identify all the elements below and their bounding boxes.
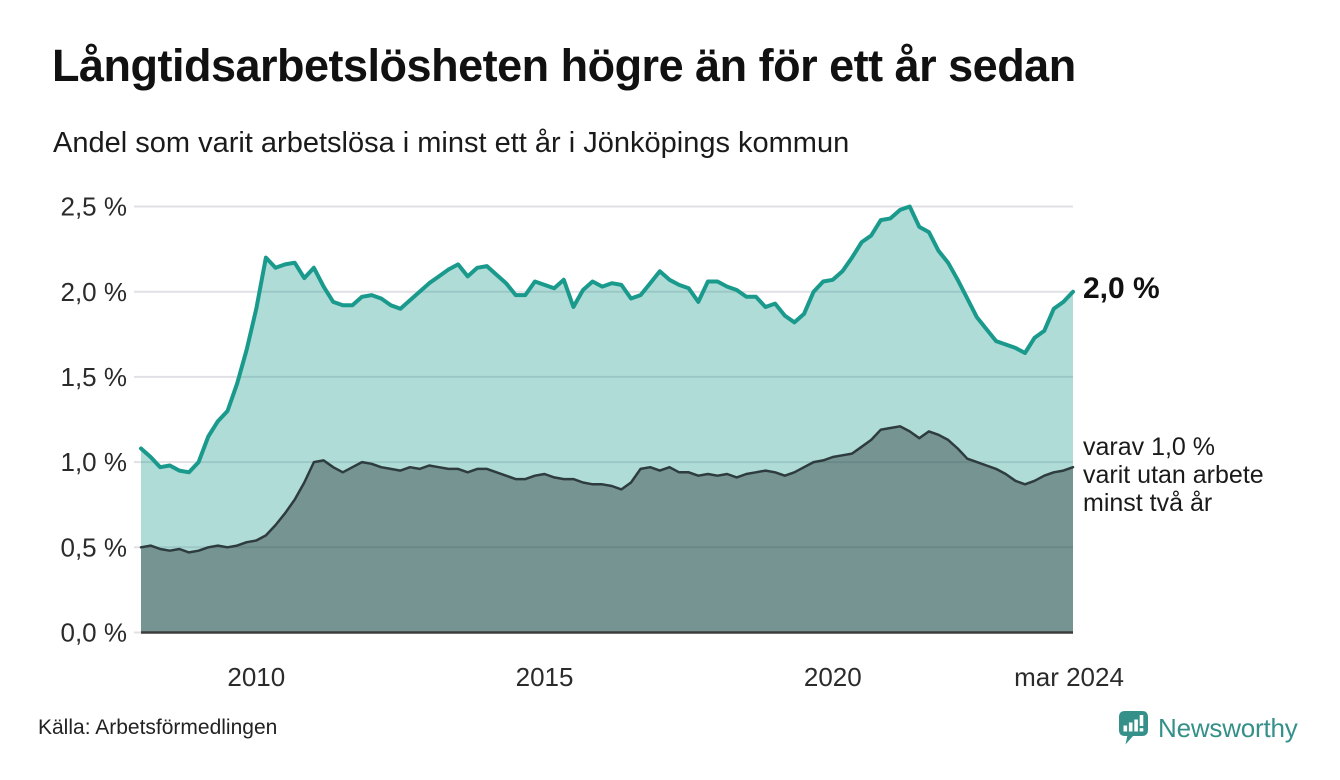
y-tick-label: 2,5 % xyxy=(61,192,128,222)
x-tick-label: 2020 xyxy=(804,662,862,692)
area-minst_tva_ar xyxy=(141,426,1073,633)
x-tick-label: 2010 xyxy=(227,662,285,692)
newsworthy-logo: Newsworthy xyxy=(1118,710,1298,746)
y-tick-label: 0,5 % xyxy=(61,532,128,562)
area-minst_ett_ar xyxy=(141,206,1073,633)
x-tick-label: 2015 xyxy=(516,662,574,692)
newsworthy-icon xyxy=(1119,711,1148,745)
line-minst_ett_ar xyxy=(139,204,1075,475)
y-tick-label: 1,5 % xyxy=(61,362,128,392)
two-year-annotation-line-2: varit utan arbete xyxy=(1083,461,1264,489)
two-year-annotation-line-1: varav 1,0 % xyxy=(1083,433,1216,461)
end-value-label-total: 2,0 % xyxy=(1083,272,1160,305)
line-minst_tva_ar xyxy=(139,425,1075,554)
newsworthy-logo-text: Newsworthy xyxy=(1158,712,1298,743)
page-title: Långtidsarbetslösheten högre än för ett … xyxy=(52,40,1076,91)
y-tick-label: 1,0 % xyxy=(61,447,128,477)
two-year-annotation: varav 1,0 % varit utan arbete minst två … xyxy=(1083,433,1264,517)
source-note: Källa: Arbetsförmedlingen xyxy=(38,716,278,739)
x-tick-label: mar 2024 xyxy=(1014,662,1124,692)
chart-subtitle: Andel som varit arbetslösa i minst ett å… xyxy=(53,127,850,159)
y-tick-label: 2,0 % xyxy=(61,277,128,307)
y-tick-label: 0,0 % xyxy=(61,618,128,648)
two-year-annotation-line-3: minst två år xyxy=(1083,489,1213,517)
